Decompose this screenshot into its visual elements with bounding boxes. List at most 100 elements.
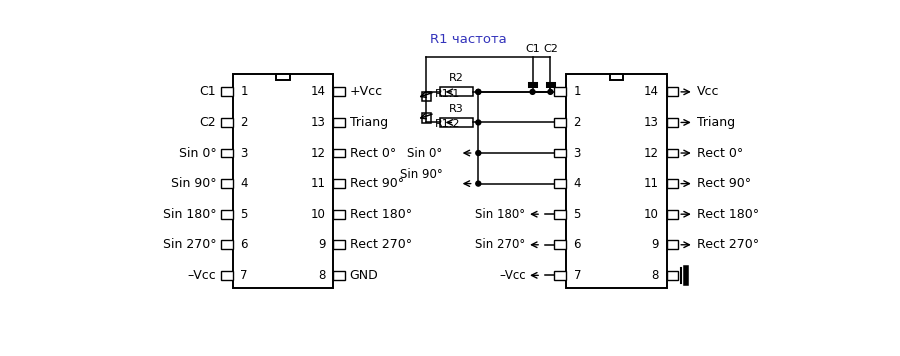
Bar [276,74,290,80]
Bar [422,91,431,101]
Text: Rect 0°: Rect 0° [697,147,743,159]
Bar [667,88,679,96]
Text: 5: 5 [573,208,581,221]
Text: Triang: Triang [349,116,388,129]
Bar [422,113,431,123]
Text: 12: 12 [644,147,659,159]
Text: 4: 4 [573,177,581,190]
Bar [554,118,566,127]
Bar [667,179,679,188]
Text: Sin 180°: Sin 180° [163,208,216,221]
Bar [221,148,232,157]
Text: 10: 10 [644,208,659,221]
Text: 4: 4 [240,177,248,190]
Circle shape [476,151,481,156]
Bar [667,271,679,280]
Bar [667,210,679,219]
Bar [333,118,345,127]
Bar [333,148,345,157]
Bar [221,179,232,188]
Text: Sin 270°: Sin 270° [163,238,216,251]
Bar [333,179,345,188]
Bar [221,271,232,280]
Text: Rect 180°: Rect 180° [697,208,759,221]
Text: 3: 3 [240,147,248,159]
Text: 12: 12 [310,147,326,159]
Text: Rect 270°: Rect 270° [697,238,759,251]
Text: GND: GND [349,269,378,282]
Bar [667,118,679,127]
Bar [554,240,566,249]
Bar [333,88,345,96]
Bar [667,148,679,157]
Circle shape [476,89,481,94]
Text: 1: 1 [573,85,581,98]
Text: C1: C1 [200,85,216,98]
Bar [554,179,566,188]
Text: 8: 8 [319,269,326,282]
Bar [667,240,679,249]
Bar [554,271,566,280]
Circle shape [548,89,553,94]
Bar [221,118,232,127]
Text: R1 частота: R1 частота [430,33,507,46]
Text: 6: 6 [573,238,581,251]
Circle shape [476,89,481,94]
Text: –Vcc: –Vcc [499,269,526,282]
Text: 14: 14 [644,85,659,98]
Bar [566,74,667,288]
Text: 10: 10 [310,208,326,221]
Text: C1: C1 [526,44,540,54]
Text: C2: C2 [543,44,558,54]
Text: Sin 90°: Sin 90° [400,168,443,181]
Text: Rect 90°: Rect 90° [349,177,404,190]
Bar [554,88,566,96]
Text: R3: R3 [449,104,464,114]
Text: 7: 7 [573,269,581,282]
Text: Sin 0°: Sin 0° [408,147,443,159]
Bar [333,210,345,219]
Text: R2: R2 [449,73,464,83]
Bar [554,210,566,219]
Text: Rect 180°: Rect 180° [349,208,412,221]
Text: –Vcc: –Vcc [187,269,216,282]
Bar [333,271,345,280]
Text: 13: 13 [644,116,659,129]
Text: R1.1: R1.1 [435,89,460,99]
Text: 9: 9 [318,238,326,251]
Text: 11: 11 [644,177,659,190]
Bar [554,148,566,157]
Circle shape [530,89,535,94]
Text: 9: 9 [652,238,659,251]
Text: Sin 180°: Sin 180° [475,208,526,221]
Text: +Vcc: +Vcc [349,85,382,98]
Bar [221,88,232,96]
Text: 11: 11 [310,177,326,190]
Text: 6: 6 [240,238,248,251]
Text: 3: 3 [573,147,581,159]
Text: R1.2: R1.2 [435,119,460,129]
Text: 1: 1 [240,85,248,98]
Text: 5: 5 [240,208,248,221]
Bar [221,210,232,219]
Text: Rect 0°: Rect 0° [349,147,396,159]
Text: 7: 7 [240,269,248,282]
Text: Rect 90°: Rect 90° [697,177,751,190]
Circle shape [476,120,481,125]
Text: Rect 270°: Rect 270° [349,238,412,251]
Text: C2: C2 [200,116,216,129]
Text: Sin 90°: Sin 90° [171,177,216,190]
Text: 8: 8 [652,269,659,282]
Text: Sin 270°: Sin 270° [475,238,526,251]
Bar [609,74,623,80]
Text: Vcc: Vcc [697,85,719,98]
Bar [440,118,472,127]
Bar [440,88,472,96]
Text: 2: 2 [240,116,248,129]
Text: 2: 2 [573,116,581,129]
Bar [232,74,333,288]
Text: 13: 13 [310,116,326,129]
Text: Sin 0°: Sin 0° [178,147,216,159]
Bar [333,240,345,249]
Text: Triang: Triang [697,116,735,129]
